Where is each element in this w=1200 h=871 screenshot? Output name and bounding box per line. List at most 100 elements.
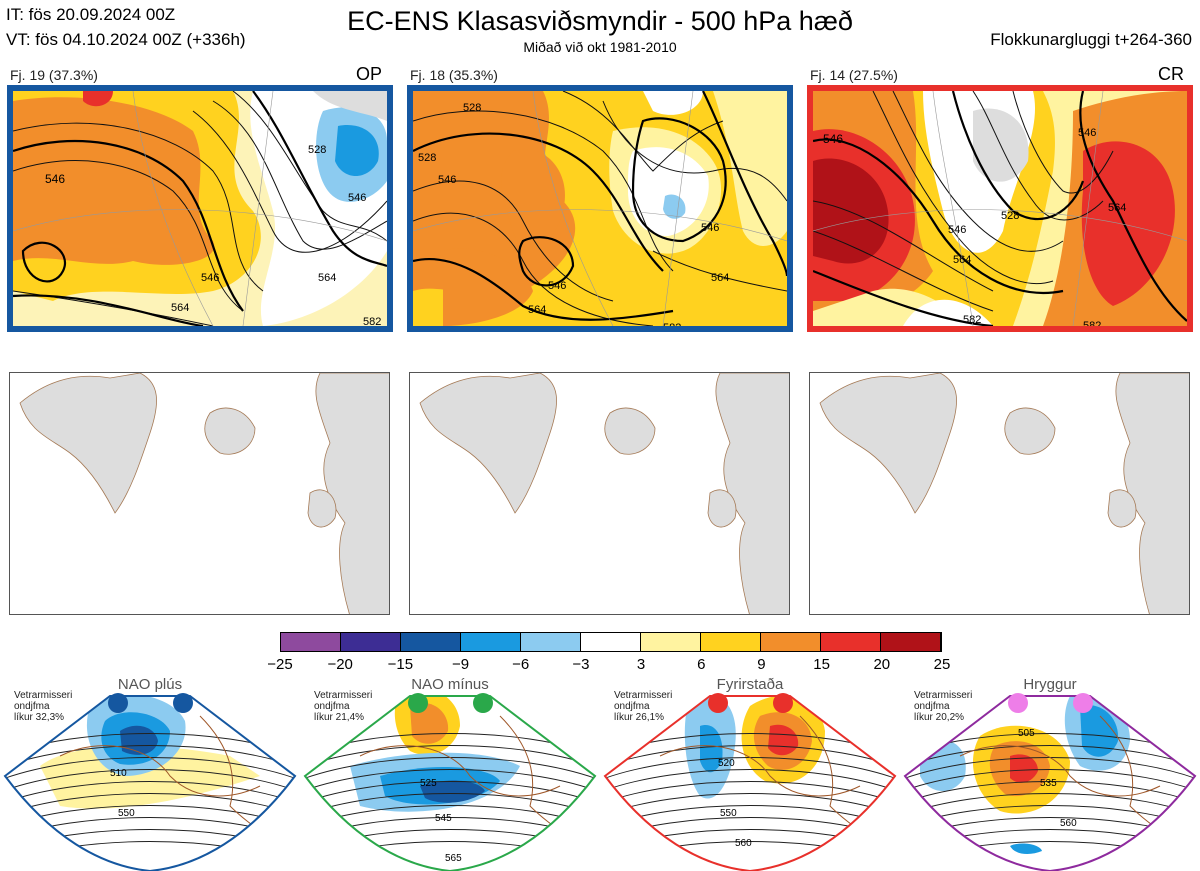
base-map-3[interactable] [809,372,1190,615]
colorbar-segment [881,633,941,651]
page-title: EC-ENS Klasasviðsmyndir - 500 hPa hæð [347,6,853,36]
cluster-panel-2[interactable]: 528 546 528 546 564 546 564 582 [407,85,793,332]
regime-marker-dot [773,693,793,713]
colorbar-segment [521,633,581,651]
p1-contour-label: 546 [348,192,366,204]
p3-contour-label: 582 [963,314,981,326]
regime-contour-label: 535 [1040,778,1057,789]
regime-info-line: ondjfma [314,701,350,712]
regime-info-line: ondjfma [614,701,650,712]
p3-contour-label: 528 [1001,210,1019,222]
base-map-2[interactable] [409,372,790,615]
panel-3-tag: CR [1158,64,1184,84]
p2-contour-label: 528 [418,152,436,164]
regime-contour-label: 545 [435,813,452,824]
cluster-map-3: 546 546 564 528 546 564 582 582 [813,91,1187,326]
classification-window: Flokkunargluggi t+264-360 [990,30,1192,49]
panel-1-label: Fj. 19 (37.3%) [10,67,98,83]
regime-info: Vetrarmisseri ondjfma líkur 26,1% [614,690,672,723]
regime-title: Fyrirstaða [716,676,784,693]
regime-panel[interactable]: 520 550 560 Fyrirstaða Vetrarmisseri ondjfma l… [600,676,900,871]
colorbar-segment [281,633,341,651]
colorbar-segment [341,633,401,651]
base-map-1[interactable] [9,372,390,615]
p3-contour-label: 564 [1108,202,1126,214]
regime-info-line: Vetrarmisseri [314,690,373,701]
p2-contour-label: 564 [711,272,729,284]
regime-map: 525 545 565 [303,695,597,871]
colorbar-tick-label: −9 [451,656,470,673]
regime-info-line: líkur 26,1% [614,712,665,723]
regime-contour-label: 525 [420,778,437,789]
regime-map: 520 550 560 [603,695,897,871]
p2-contour-label: 546 [438,174,456,186]
colorbar-tick-label: −6 [512,656,530,673]
p1-contour-label: 528 [308,144,326,156]
regime-map: 505 535 560 [903,695,1197,871]
valid-time: VT: fös 04.10.2024 00Z (+336h) [6,30,246,49]
p3-contour-label: 546 [948,224,966,236]
cluster-map-2: 528 546 528 546 564 546 564 582 [413,91,787,326]
p1-contour-label: 546 [201,272,219,284]
page-subtitle: Miðað við okt 1981-2010 [523,39,677,55]
colorbar-segment [641,633,701,651]
regime-title: NAO mínus [411,676,489,693]
p1-contour-label: 546 [45,172,65,186]
colorbar-segment [701,633,761,651]
regime-contour-label: 510 [110,768,127,779]
p1-contour-label: 564 [318,272,336,284]
p3-contour-label: 582 [1083,320,1101,326]
regime-title: NAO plús [117,676,183,693]
p2-contour-label: 546 [548,280,566,292]
regime-marker-dot [1008,693,1028,713]
regime-contour-label: 560 [735,838,752,849]
regime-info-line: ondjfma [914,701,950,712]
regime-contour-label: 550 [720,808,737,819]
p3-contour-label: 564 [953,254,971,266]
panel-3-label: Fj. 14 (27.5%) [810,67,898,83]
base-map-svg [419,373,789,614]
regime-contour-label: 550 [118,808,135,819]
regime-contour-label: 505 [1018,728,1035,739]
p2-contour-label: 564 [528,304,546,316]
colorbar-tick-label: −3 [572,656,590,673]
colorbar-tick-label: 25 [933,656,951,673]
p1-contour-label: 564 [171,302,189,314]
p2-contour-label: 582 [663,322,681,326]
colorbar-segment [761,633,821,651]
regime-info-line: ondjfma [14,701,50,712]
regime-marker-dot [708,693,728,713]
regime-info: Vetrarmisseri ondjfma líkur 20,2% [914,690,972,723]
p2-contour-label: 528 [463,102,481,114]
base-map-svg [819,373,1189,614]
colorbar-tick-label: −15 [387,656,414,673]
regime-contour-label: 520 [718,758,735,769]
p2-contour-label: 546 [701,222,719,234]
cluster-panel-1[interactable]: 546 528 546 546 564 564 582 [7,85,393,332]
regime-panel[interactable]: 525 545 565 NAO mínus Vetrarmisseri ondjfma lí… [300,676,600,871]
colorbar-segment [821,633,881,651]
panel-1-tag: OP [356,64,383,84]
base-map-svg [19,373,389,614]
regime-map: 510 550 [3,695,297,871]
cluster-map-1: 546 528 546 546 564 564 582 [13,91,387,326]
colorbar-ticks: −25 −20 −15 −9 −6 −3 3 6 9 15 20 25 [267,656,950,676]
regime-marker-dot [408,693,428,713]
colorbar-tick-label: 15 [813,656,830,673]
colorbar-tick-label: 6 [697,656,706,673]
colorbar-tick-label: 9 [757,656,766,673]
regime-info-line: Vetrarmisseri [914,690,973,701]
colorbar-segment [461,633,521,651]
colorbar-tick-label: −25 [267,656,293,673]
regime-panel[interactable]: 510 550 NAO plús Vetrarmisseri ondjfma líkur … [0,676,300,871]
regime-title: Hryggur [1023,676,1077,693]
regime-info: Vetrarmisseri ondjfma líkur 32,3% [14,690,72,723]
regime-contour-label: 565 [445,853,462,864]
panel-2-label: Fj. 18 (35.3%) [410,67,498,83]
colorbar-tick-label: 3 [636,656,646,673]
initial-time: IT: fös 20.09.2024 00Z [6,5,176,24]
regime-panel[interactable]: 505 535 560 Hryggur Vetrarmisseri ondjfma líku… [900,676,1200,871]
cluster-panel-3[interactable]: 546 546 564 528 546 564 582 582 [807,85,1193,332]
regime-info-line: Vetrarmisseri [614,690,673,701]
colorbar-segment [401,633,461,651]
